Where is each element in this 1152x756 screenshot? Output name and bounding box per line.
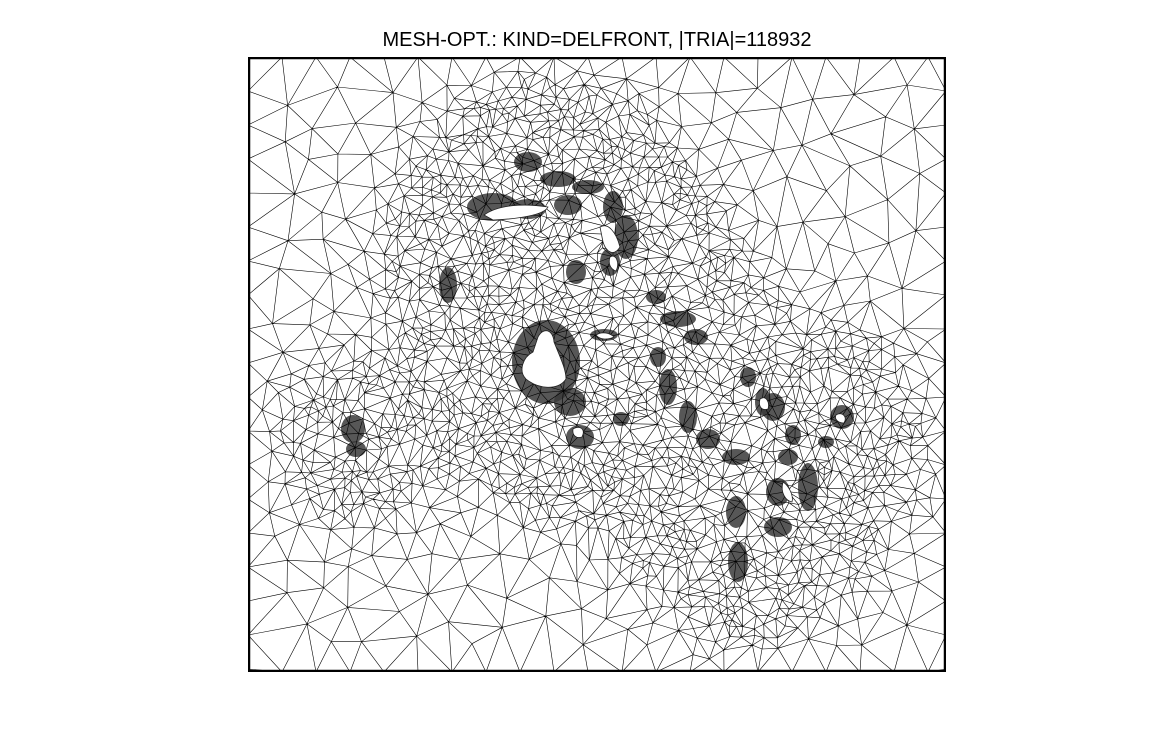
dense-mesh-region: [341, 415, 365, 443]
mesh-edges: [248, 57, 946, 672]
island-hole: [521, 330, 567, 388]
dense-mesh-region: [740, 367, 756, 387]
plot-frame-border: [248, 57, 946, 672]
island-hole: [608, 255, 618, 272]
island-hole: [483, 204, 549, 221]
dense-mesh-region: [572, 180, 604, 194]
dense-mesh-region: [785, 425, 801, 445]
dense-mesh-region: [659, 369, 677, 405]
dense-mesh-region: [650, 347, 666, 367]
dense-mesh-region: [614, 215, 638, 259]
mesh-edge-path: [248, 57, 946, 672]
dense-mesh-region: [660, 311, 696, 327]
dense-mesh-region: [728, 542, 748, 582]
triangular-mesh: [248, 57, 946, 672]
island-hole: [759, 397, 769, 410]
mesh-plot-area: [248, 57, 946, 672]
island-hole: [599, 225, 621, 253]
dense-mesh-region: [514, 152, 542, 172]
dense-mesh-region: [778, 449, 798, 465]
dense-mesh-region: [566, 260, 586, 284]
dense-mesh-region: [540, 171, 576, 187]
figure-title: MESH-OPT.: KIND=DELFRONT, |TRIA|=118932: [382, 29, 812, 51]
island-hole: [781, 481, 793, 503]
dense-mesh-region: [798, 463, 818, 511]
island-hole: [835, 413, 846, 424]
island-holes: [483, 204, 846, 503]
dense-mesh-region: [726, 496, 746, 528]
dense-mesh-region: [764, 517, 792, 537]
island-hole: [595, 332, 615, 340]
dense-mesh-region: [613, 412, 629, 426]
dense-mesh-region: [554, 195, 582, 215]
island-hole: [572, 427, 584, 438]
